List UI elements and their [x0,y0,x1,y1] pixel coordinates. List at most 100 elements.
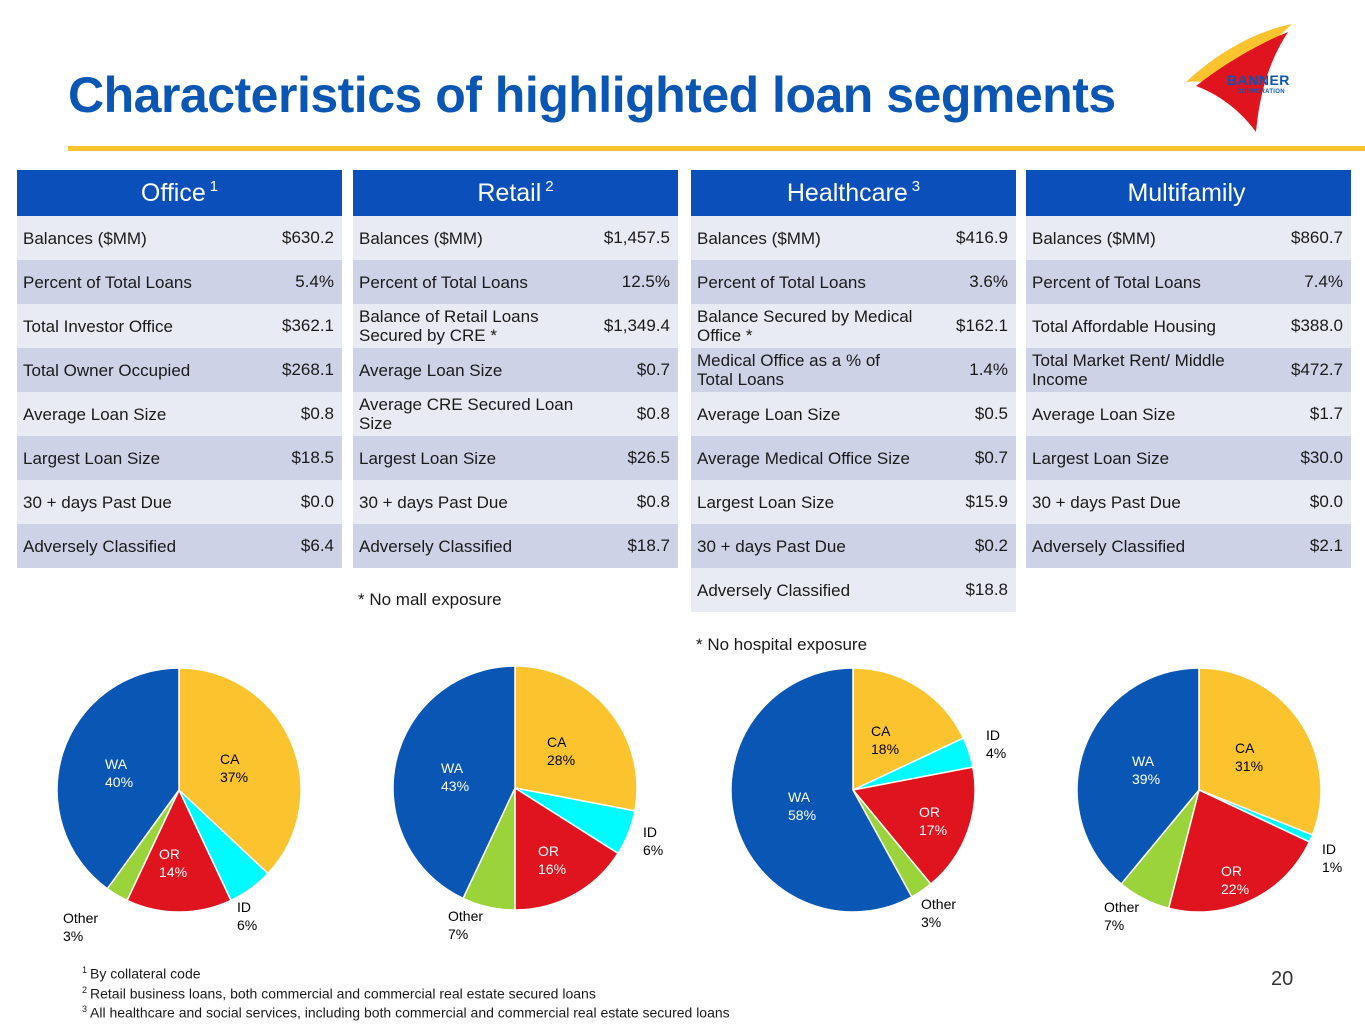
row-label: Total Owner Occupied [23,360,191,380]
row-value: $0.7 [636,360,670,379]
footnotes: 1 By collateral code 2 Retail business loa… [82,962,730,1021]
row-label: Adversely Classified [697,580,851,600]
table-title: Office [140,179,206,207]
table-header: Healthcare 3 [691,170,1016,216]
row-value: 7.4% [1304,272,1343,291]
pie-label: CA 28% [547,734,576,768]
pie-label: CA 31% [1235,740,1264,774]
row-value: $0.8 [636,404,670,423]
row-label: Balances ($MM) [23,228,147,248]
row-label: Largest Loan Size [1032,448,1170,468]
pie-slice-ca [1198,667,1322,836]
table-row: Average Loan Size $1.7 [1026,392,1351,436]
table-row: Balances ($MM) $416.9 [691,216,1016,260]
pie-svg [56,667,302,913]
table-row: Average Loan Size $0.5 [691,392,1016,436]
row-value: $362.1 [282,316,334,335]
table-row: Average Loan Size $0.7 [353,348,678,392]
row-value: $0.8 [300,404,334,423]
table-row: Average Medical Office Size $0.7 [691,436,1016,480]
table-footnote-ref: 2 [545,178,554,195]
table-footnote-ref: 1 [209,178,219,195]
banner-sail-icon [1186,24,1292,132]
row-value: $0.0 [1309,492,1343,511]
row-label: 30 + days Past Due [1032,492,1181,512]
title-underline [68,146,1365,151]
retail-table: Retail 2 Balances ($MM) $1,457.5 Percent of… [353,170,678,568]
table-row: Largest Loan Size $30.0 [1026,436,1351,480]
row-value: $1,349.4 [603,316,670,335]
table-row: Balances ($MM) $1,457.5 [353,216,678,260]
row-label: Average Loan Size [359,360,503,380]
row-label: Average Loan Size [1032,404,1176,424]
row-label: Average Medical Office Size [697,448,910,468]
table-row: Balances ($MM) $630.2 [17,216,342,260]
row-value: $18.5 [291,448,334,467]
healthcare-table: Healthcare 3 Balances ($MM) $416.9 Percent … [691,170,1016,612]
table-row: Balance Secured by Medical Office * $162.… [691,304,1016,348]
row-value: $1.7 [1309,404,1343,423]
footnote: 3 All healthcare and social services, inc… [82,1004,730,1021]
row-label: Percent of Total Loans [23,272,192,292]
pie-label: Other 7% [1104,899,1140,933]
pie-label: ID 4% [986,727,1007,761]
multifamily-table: Multifamily Balances ($MM) $860.7 Percent … [1026,170,1351,568]
table-title: Retail [477,179,542,207]
row-value: 3.6% [969,272,1008,291]
row-value: $0.5 [974,404,1008,423]
row-label: Percent of Total Loans [697,272,866,292]
row-value: $630.2 [282,228,334,247]
table-header: Multifamily [1026,170,1351,216]
table-row: Largest Loan Size $26.5 [353,436,678,480]
pie-slice-wa [730,667,913,913]
pie-label: ID 6% [237,899,258,933]
table-row: Total Owner Occupied $268.1 [17,348,342,392]
table-header: Retail 2 [353,170,678,216]
row-label: Percent of Total Loans [359,272,528,292]
table-row: Adversely Classified $18.7 [353,524,678,568]
row-value: $860.7 [1291,228,1343,247]
table-row: 30 + days Past Due $0.2 [691,524,1016,568]
row-label: Balances ($MM) [1032,228,1156,248]
row-value: $18.8 [965,580,1008,599]
table-row: Balances ($MM) $860.7 [1026,216,1351,260]
table-row: Adversely Classified $2.1 [1026,524,1351,568]
row-value: $0.2 [974,536,1008,555]
row-value: 12.5% [621,272,670,291]
table-row: Adversely Classified $18.8 [691,568,1016,612]
row-value: $472.7 [1291,360,1343,379]
table-row: Percent of Total Loans 5.4% [17,260,342,304]
row-value: $388.0 [1291,316,1343,335]
retail-pie-chart [392,665,638,915]
page-title: Characteristics of highlighted loan segm… [68,67,1116,123]
row-label: Total Market Rent/ Middle Income [1032,351,1225,389]
pie-svg [392,665,638,911]
pie-label: CA 18% [871,723,900,757]
pie-label: WA 58% [788,789,817,823]
pie-label: CA 37% [220,751,249,785]
row-label: Average CRE Secured Loan Size [359,395,574,433]
logo-name: BANNER [1227,72,1290,88]
table-row: 30 + days Past Due $0.8 [353,480,678,524]
row-label: Balance Secured by Medical Office * [697,307,913,345]
table-row: Percent of Total Loans 12.5% [353,260,678,304]
pie-slice-wa [392,665,516,900]
row-value: $18.7 [627,536,670,555]
pie-label: ID 1% [1322,841,1343,875]
row-value: $0.7 [974,448,1008,467]
pie-slice-or [1167,788,1311,913]
pie-label: OR 14% [159,846,188,880]
pie-slice-ca [514,665,638,812]
table-header: Office 1 [17,170,342,216]
row-value: 1.4% [969,360,1008,379]
table-row: Largest Loan Size $15.9 [691,480,1016,524]
pie-label: Other 3% [921,896,957,930]
table-row: Largest Loan Size $18.5 [17,436,342,480]
table-row: Average CRE Secured Loan Size $0.8 [353,392,678,436]
pie-label: WA 40% [105,756,134,790]
pie-svg [1076,667,1322,913]
table-title: Multifamily [1127,179,1246,207]
row-value: $15.9 [965,492,1008,511]
row-label: Medical Office as a % of Total Loans [697,351,880,389]
row-label: Adversely Classified [359,536,513,556]
